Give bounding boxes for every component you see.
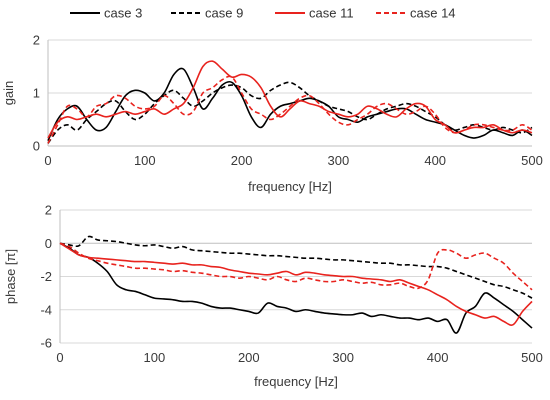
series-line-case-9 <box>59 235 533 299</box>
legend-item-case-14: case 14 <box>376 6 456 21</box>
phase-chart: -6 -4 -2 0 2 0 100 200 300 400 500 frequency [Hz] ph… <box>3 203 543 390</box>
series-line-case-9 <box>47 81 533 144</box>
series-line-case-14 <box>47 75 533 144</box>
series-line-case-3 <box>59 242 533 334</box>
series-line-case-11 <box>47 60 533 139</box>
y-tick-label: -2 <box>40 269 52 284</box>
x-tick-label: 0 <box>44 153 51 168</box>
y-tick-label: -6 <box>40 336 52 351</box>
gain-chart: 0 1 2 0 100 200 300 400 500 frequency [Hz] gain <box>1 33 543 195</box>
legend-label: case 9 <box>205 6 243 21</box>
y-axis-label: gain <box>1 81 16 106</box>
x-tick-label: 300 <box>328 153 350 168</box>
x-tick-label: 200 <box>231 153 253 168</box>
legend-label: case 3 <box>104 6 142 21</box>
y-tick-label: 1 <box>33 86 40 101</box>
x-tick-label: 400 <box>424 153 446 168</box>
y-tick-label: 0 <box>33 139 40 154</box>
legend-item-case-9: case 9 <box>171 6 243 21</box>
legend-label: case 14 <box>410 6 456 21</box>
x-tick-label: 300 <box>332 350 354 365</box>
x-tick-label: 500 <box>521 350 543 365</box>
y-tick-label: -4 <box>40 302 52 317</box>
x-tick-label: 0 <box>56 350 63 365</box>
x-tick-label: 500 <box>521 153 543 168</box>
y-tick-label: 2 <box>45 203 52 218</box>
legend-label: case 11 <box>309 6 354 21</box>
series-line-case-14 <box>59 242 533 291</box>
x-tick-label: 100 <box>144 350 166 365</box>
y-axis-label: phase [π] <box>3 249 18 304</box>
x-axis-label: frequency [Hz] <box>248 179 332 194</box>
y-tick-label: 0 <box>45 236 52 251</box>
y-tick-label: 2 <box>33 33 40 48</box>
legend-item-case-3: case 3 <box>70 6 142 21</box>
legend: case 3 case 9 case 11 case 14 <box>70 6 456 21</box>
x-tick-label: 100 <box>134 153 156 168</box>
series-line-case-11 <box>59 242 533 326</box>
x-tick-label: 200 <box>238 350 260 365</box>
x-tick-label: 400 <box>427 350 449 365</box>
legend-item-case-11: case 11 <box>275 6 354 21</box>
x-axis-label: frequency [Hz] <box>254 374 338 389</box>
